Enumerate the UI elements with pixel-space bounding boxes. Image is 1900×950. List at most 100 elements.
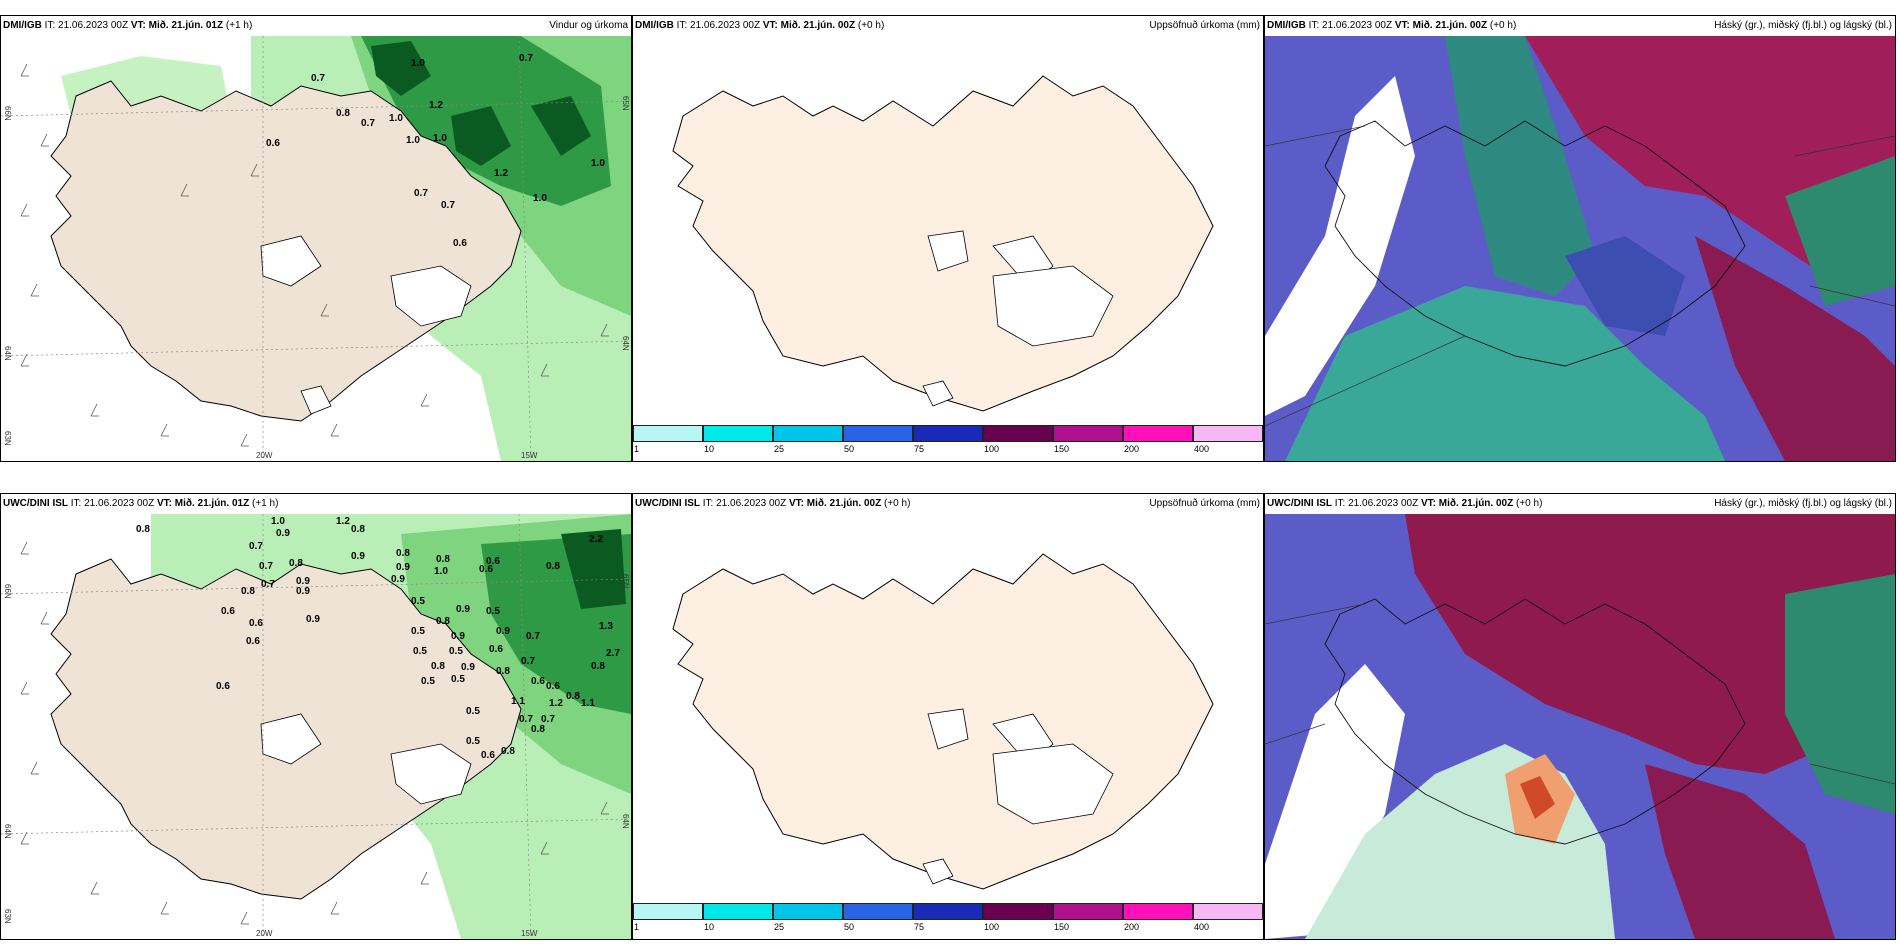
precip-value: 1.1 bbox=[511, 696, 525, 707]
colorbar-tick: 150 bbox=[1054, 444, 1070, 454]
panel-header: UWC/DINI ISL IT: 21.06.2023 00Z VT: Mið.… bbox=[633, 494, 1263, 514]
precip-value: 2.2 bbox=[589, 534, 603, 545]
precip-value: 0.8 bbox=[436, 616, 450, 627]
accum-precip-map bbox=[672, 75, 1214, 412]
mid-cloud-area bbox=[1565, 236, 1685, 336]
map-area[interactable] bbox=[1265, 514, 1895, 939]
precip-value: 0.9 bbox=[396, 562, 410, 573]
precip-value: 0.8 bbox=[289, 558, 303, 569]
precip-value: 0.7 bbox=[519, 714, 533, 725]
map-area[interactable] bbox=[1265, 36, 1895, 461]
graticule bbox=[1, 514, 631, 939]
precip-value: 0.8 bbox=[241, 586, 255, 597]
model-name: DMI/IGB bbox=[3, 20, 42, 31]
colorbar-swatch bbox=[1123, 425, 1193, 442]
precip-value: 0.8 bbox=[591, 661, 605, 672]
precip-value: 0.5 bbox=[413, 646, 427, 657]
valid-time: VT: Mið. 21.jún. 00Z bbox=[762, 20, 856, 31]
init-time: IT: 21.06.2023 00Z bbox=[702, 498, 787, 509]
precip-value: 1.0 bbox=[533, 193, 547, 204]
precip-value: 0.7 bbox=[541, 714, 555, 725]
precip-value: 1.0 bbox=[434, 566, 448, 577]
valid-time: VT: Mið. 21.jún. 00Z bbox=[788, 498, 882, 509]
map-area[interactable]: 20W 15W 66N 64N 65N 64N 63N 0.8 1.0 0.9 … bbox=[1, 514, 631, 939]
precip-value: 1.0 bbox=[271, 516, 285, 527]
clear-sky bbox=[1265, 76, 1415, 416]
precip-value: 0.5 bbox=[466, 706, 480, 717]
panel-header: DMI/IGB IT: 21.06.2023 00Z VT: Mið. 21.j… bbox=[1, 16, 631, 36]
init-time: IT: 21.06.2023 00Z bbox=[70, 498, 155, 509]
colorbar-tick: 75 bbox=[914, 444, 925, 454]
precip-value: 0.8 bbox=[496, 666, 510, 677]
glacier bbox=[992, 265, 1114, 347]
map-panel-dmi-wind-precip: DMI/IGB IT: 21.06.2023 00Z VT: Mið. 21.j… bbox=[0, 15, 632, 462]
precip-value: 0.9 bbox=[351, 551, 365, 562]
precip-value: 0.9 bbox=[276, 528, 290, 539]
colorbar-swatch bbox=[703, 903, 773, 920]
precip-value: 1.2 bbox=[336, 516, 350, 527]
precip-value: 0.9 bbox=[461, 662, 475, 673]
colorbar-tick: 150 bbox=[1054, 922, 1070, 932]
lat-label: 65N bbox=[621, 574, 630, 589]
precip-value: 0.6 bbox=[479, 564, 493, 575]
precip-value: 0.8 bbox=[136, 524, 150, 535]
precip-value: 0.9 bbox=[306, 614, 320, 625]
precip-area-max bbox=[531, 96, 591, 156]
valid-time: VT: Mið. 21.jún. 01Z bbox=[130, 20, 224, 31]
lon-label: 20W bbox=[256, 451, 273, 460]
lead-time: (+1 h) bbox=[225, 20, 253, 31]
precip-area-max bbox=[451, 106, 511, 166]
precip-value: 0.7 bbox=[261, 579, 275, 590]
precip-value: 0.7 bbox=[249, 541, 263, 552]
precip-value: 0.6 bbox=[486, 556, 500, 567]
product-title: Háský (gr.), miðský (fj.bl.) og lágský (… bbox=[1714, 498, 1892, 509]
high-cloud-area bbox=[1645, 764, 1835, 939]
precip-value: 1.0 bbox=[411, 58, 425, 69]
panel-header: DMI/IGB IT: 21.06.2023 00Z VT: Mið. 21.j… bbox=[1265, 16, 1895, 36]
precip-value: 0.5 bbox=[411, 596, 425, 607]
colorbar-tick: 25 bbox=[774, 922, 785, 932]
graticule bbox=[1265, 603, 1895, 785]
colorbar-tick: 1 bbox=[634, 444, 640, 454]
colorbar-swatch bbox=[1193, 903, 1263, 920]
model-name: DMI/IGB bbox=[635, 20, 674, 31]
map-panel-dmi-clouds: DMI/IGB IT: 21.06.2023 00Z VT: Mið. 21.j… bbox=[1264, 15, 1896, 462]
colorbar-tick: 75 bbox=[914, 922, 925, 932]
colorbar-swatch bbox=[703, 425, 773, 442]
map-area[interactable]: 20W 15W 66N 64N 65N 64N 63N 0.7 0.7 0.8 … bbox=[1, 36, 631, 461]
glacier bbox=[922, 858, 954, 885]
colorbar-tick: 50 bbox=[844, 922, 855, 932]
precip-value: 2.7 bbox=[606, 648, 620, 659]
lead-time: (+0 h) bbox=[1516, 498, 1543, 509]
high-cloud-area bbox=[1695, 236, 1895, 461]
precip-value: 0.8 bbox=[566, 691, 580, 702]
map-area[interactable] bbox=[633, 514, 1263, 899]
colorbar-swatch bbox=[1053, 425, 1123, 442]
glacier bbox=[922, 380, 954, 407]
precip-value: 0.5 bbox=[486, 606, 500, 617]
precip-value: 0.8 bbox=[546, 561, 560, 572]
glacier bbox=[390, 743, 472, 805]
accum-precip-map bbox=[672, 553, 1214, 890]
precip-value: 0.5 bbox=[466, 736, 480, 747]
precip-value: 0.9 bbox=[451, 631, 465, 642]
iceland-outline bbox=[1324, 598, 1746, 845]
colorbar-swatch bbox=[843, 903, 913, 920]
map-area[interactable] bbox=[633, 36, 1263, 421]
colorbar-swatch bbox=[913, 903, 983, 920]
colorbar-tick: 200 bbox=[1124, 444, 1140, 454]
precip-value: 0.8 bbox=[531, 724, 545, 735]
colorbar-swatch bbox=[1123, 903, 1193, 920]
precip-value: 0.6 bbox=[489, 644, 503, 655]
precip-value: 0.9 bbox=[456, 604, 470, 615]
precip-value: 0.9 bbox=[296, 586, 310, 597]
colorbar-swatch bbox=[1053, 903, 1123, 920]
precip-value: 1.0 bbox=[389, 113, 403, 124]
mid-cloud-area bbox=[1785, 574, 1895, 814]
lat-label: 66N bbox=[3, 584, 12, 599]
precip-value: 1.3 bbox=[599, 621, 613, 632]
colorbar-swatch bbox=[913, 425, 983, 442]
precip-area-max bbox=[371, 41, 431, 96]
precip-value: 0.8 bbox=[396, 548, 410, 559]
map-panel-uwc-clouds: UWC/DINI ISL IT: 21.06.2023 00Z VT: Mið.… bbox=[1264, 493, 1896, 940]
